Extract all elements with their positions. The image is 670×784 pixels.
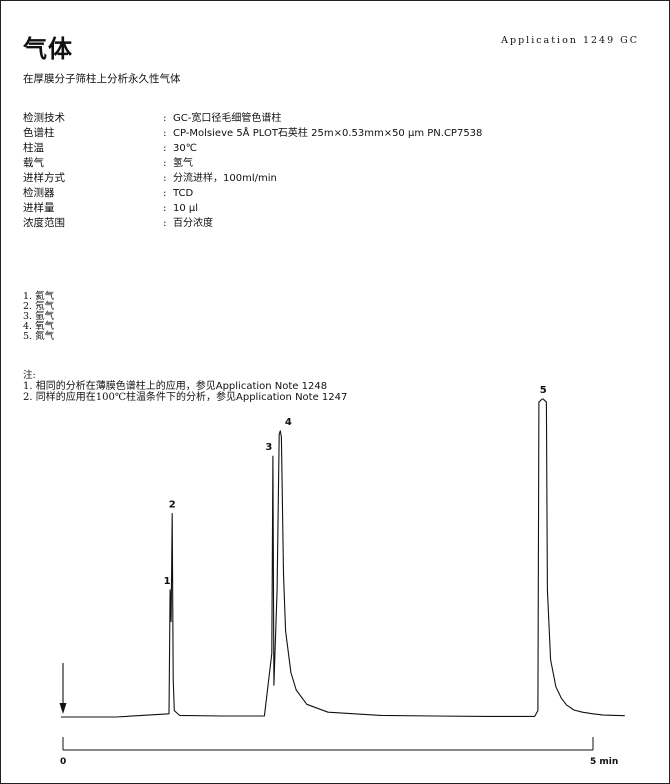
peak-number: 3: [23, 311, 30, 322]
condition-colon: :: [163, 172, 167, 184]
peak-list-item: 4. 氧气: [23, 321, 55, 332]
condition-row: 检测器 : TCD: [23, 186, 643, 201]
analysis-conditions: 检测技术 : GC-宽口径毛细管色谱柱 色谱柱 : CP-Molsieve 5Å…: [23, 111, 643, 231]
condition-colon: :: [163, 157, 167, 169]
time-axis-tick-label: 0: [60, 757, 66, 767]
notes-heading: 注:: [23, 370, 36, 381]
peak-label: 4: [285, 417, 292, 428]
injection-arrow-head: [59, 703, 67, 714]
note-number: 2.: [23, 391, 33, 403]
condition-value: 10 μl: [173, 203, 199, 214]
chromatogram-trace: [60, 398, 625, 718]
note-reference: Application Note 1248: [215, 380, 328, 392]
peak-name: 氮气: [35, 331, 55, 342]
condition-colon: :: [163, 127, 167, 139]
condition-value: GC-宽口径毛细管色谱柱: [173, 113, 282, 124]
condition-row: 载气 : 氢气: [23, 156, 643, 171]
peak-list-item: 3. 氩气: [23, 311, 55, 322]
peak-label: 5: [540, 385, 547, 396]
condition-colon: :: [163, 112, 167, 124]
condition-value: CP-Molsieve 5Å PLOT石英柱 25m×0.53mm×50 μm …: [173, 128, 483, 139]
peak-list: 1. 氦气 2. 氖气 3. 氩气 4. 氧气 5. 氮气: [23, 292, 54, 342]
application-number: Application 1249 GC: [501, 35, 639, 46]
condition-row: 进样量 : 10 μl: [23, 201, 643, 216]
condition-colon: :: [163, 202, 167, 214]
condition-row: 色谱柱 : CP-Molsieve 5Å PLOT石英柱 25m×0.53mm×…: [23, 126, 643, 141]
condition-value: 氢气: [173, 158, 193, 169]
note-reference: Application Note 1247: [236, 391, 348, 403]
page-title: 气体: [23, 35, 73, 63]
condition-value: 分流进样，100ml/min: [173, 173, 277, 184]
note-number: 1.: [23, 380, 33, 392]
peak-label: 2: [169, 499, 176, 510]
condition-label: 进样量: [23, 202, 55, 214]
note-text: 相同的分析在薄膜色谱柱上的应用，参见: [35, 380, 216, 392]
peak-name: 氩气: [35, 311, 55, 322]
peak-number: 5: [23, 331, 30, 342]
condition-label: 检测器: [23, 187, 55, 199]
note-text: 同样的应用在100℃柱温条件下的分析，参见: [35, 391, 237, 403]
peak-list-item: 1. 氦气: [23, 291, 55, 302]
peak-name: 氦气: [35, 291, 55, 302]
condition-value: 30℃: [173, 143, 197, 154]
note-item: 2. 同样的应用在100℃柱温条件下的分析，参见Application Note…: [23, 392, 583, 403]
condition-label: 浓度范围: [23, 217, 65, 229]
peak-number: 1: [23, 291, 30, 302]
peak-list-item: 2. 氖气: [23, 301, 55, 312]
note-item: 1. 相同的分析在薄膜色谱柱上的应用，参见Application Note 12…: [23, 381, 583, 392]
condition-value: TCD: [173, 188, 194, 199]
peak-list-item: 5. 氮气: [23, 331, 55, 342]
condition-row: 柱温 : 30℃: [23, 141, 643, 156]
peak-number: 2: [23, 301, 30, 312]
condition-colon: :: [163, 217, 167, 229]
condition-label: 柱温: [23, 142, 44, 154]
condition-value: 百分浓度: [173, 218, 213, 229]
condition-row: 检测技术 : GC-宽口径毛细管色谱柱: [23, 111, 643, 126]
condition-label: 检测技术: [23, 112, 65, 124]
condition-label: 载气: [23, 157, 44, 169]
condition-label: 色谱柱: [23, 127, 55, 139]
condition-colon: :: [163, 187, 167, 199]
peak-name: 氧气: [35, 321, 55, 332]
time-axis-tick-label: 5 min: [590, 757, 618, 767]
condition-row: 进样方式 : 分流进样，100ml/min: [23, 171, 643, 186]
condition-label: 进样方式: [23, 172, 65, 184]
page-subtitle: 在厚膜分子筛柱上分析永久性气体: [23, 73, 181, 85]
peak-name: 氖气: [35, 301, 55, 312]
condition-colon: :: [163, 142, 167, 154]
peak-number: 4: [23, 321, 30, 332]
condition-row: 浓度范围 : 百分浓度: [23, 216, 643, 231]
peak-label: 1: [164, 576, 171, 587]
peak-label: 3: [265, 442, 272, 453]
notes: 注: 1. 相同的分析在薄膜色谱柱上的应用，参见Application Note…: [23, 371, 583, 403]
